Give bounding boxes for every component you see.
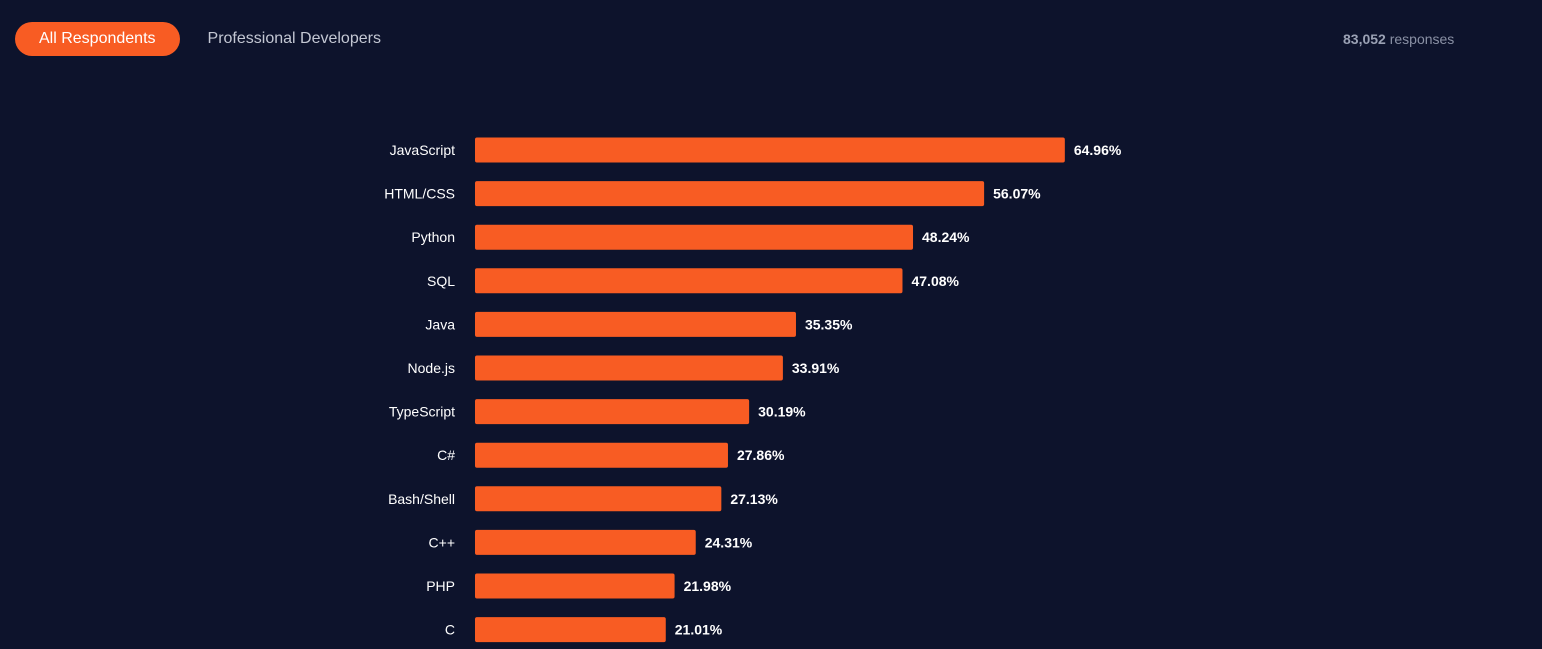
bar[interactable] xyxy=(475,617,666,643)
category-label: SQL xyxy=(427,273,455,289)
category-label: C# xyxy=(437,447,455,463)
bar[interactable] xyxy=(475,137,1065,163)
category-label: PHP xyxy=(426,578,455,594)
responses-counter: 83,052 responses xyxy=(1343,31,1454,47)
value-label: 64.96% xyxy=(1074,142,1122,158)
category-label: Java xyxy=(425,316,455,332)
responses-label: responses xyxy=(1389,31,1455,47)
value-label: 24.31% xyxy=(705,534,753,550)
tab-all-respondents[interactable]: All Respondents xyxy=(15,22,180,56)
tab-professional-developers[interactable]: Professional Developers xyxy=(207,30,381,47)
category-label: Bash/Shell xyxy=(388,491,455,507)
value-label: 30.19% xyxy=(758,404,806,420)
category-label: Node.js xyxy=(408,360,455,376)
bar[interactable] xyxy=(475,573,675,599)
category-label: Python xyxy=(411,229,455,245)
bar[interactable] xyxy=(475,224,914,250)
value-label: 56.07% xyxy=(993,186,1041,202)
category-label: C++ xyxy=(429,534,455,550)
value-label: 27.86% xyxy=(737,447,785,463)
bar[interactable] xyxy=(475,529,696,555)
category-label: JavaScript xyxy=(390,142,455,158)
category-label: HTML/CSS xyxy=(384,186,455,202)
bar[interactable] xyxy=(475,442,728,468)
category-label: TypeScript xyxy=(389,404,455,420)
value-label: 33.91% xyxy=(792,360,840,376)
bar[interactable] xyxy=(475,399,750,425)
bar[interactable] xyxy=(475,268,903,294)
value-label: 35.35% xyxy=(805,316,853,332)
respondent-tabs: All Respondents Professional Developers xyxy=(15,22,381,56)
value-label: 21.01% xyxy=(675,622,723,638)
value-label: 47.08% xyxy=(911,273,959,289)
value-label: 21.98% xyxy=(684,578,732,594)
bar[interactable] xyxy=(475,355,783,381)
category-label: C xyxy=(445,622,455,638)
bar[interactable] xyxy=(475,311,796,337)
responses-count: 83,052 xyxy=(1343,31,1386,47)
value-label: 48.24% xyxy=(922,229,970,245)
value-label: 27.13% xyxy=(730,491,778,507)
bar[interactable] xyxy=(475,486,722,512)
bar[interactable] xyxy=(475,181,985,207)
